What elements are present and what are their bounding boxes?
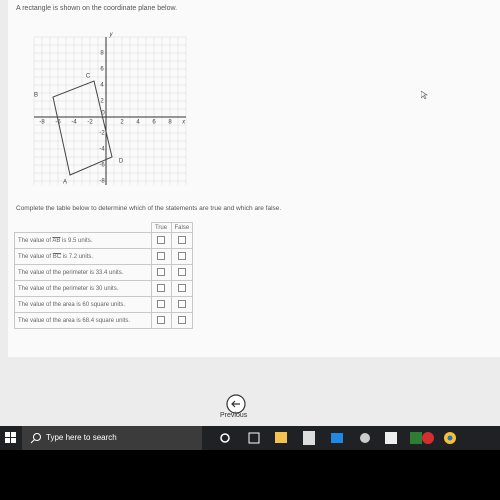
- x-tick-label: 8: [168, 120, 172, 126]
- screen: A rectangle is shown on the coordinate p…: [0, 0, 500, 450]
- y-tick-label: 4: [100, 83, 104, 89]
- checkbox-cell: [150, 296, 172, 313]
- checkbox[interactable]: [177, 267, 186, 276]
- statement-text: is 7.2 units.: [61, 253, 94, 260]
- checkbox[interactable]: [177, 251, 186, 260]
- vertex-label: A: [63, 180, 67, 186]
- mouse-cursor: [421, 91, 428, 99]
- statement-text: The value of the area is 60 square units…: [18, 301, 126, 308]
- checkbox-cell: [170, 232, 194, 249]
- statement: The value of the perimeter is 33.4 units…: [14, 264, 152, 281]
- checkbox[interactable]: [157, 235, 165, 244]
- statement: The value of the area is 68.4 square uni…: [14, 312, 152, 329]
- statement-row: The value of the perimeter is 30 units.: [14, 280, 194, 297]
- blank-header: [15, 223, 152, 233]
- x-tick-label: -8: [39, 120, 45, 126]
- checkbox[interactable]: [157, 299, 165, 308]
- y-tick-label: -2: [99, 131, 105, 137]
- rectangle: [52, 80, 113, 176]
- segment-name: AB: [52, 237, 61, 244]
- column-header: True: [150, 222, 172, 233]
- checkbox[interactable]: [177, 235, 186, 244]
- statement-text: The value of the perimeter is 30 units.: [18, 285, 119, 292]
- checkbox-cell: [150, 248, 172, 265]
- x-tick-label: -4: [71, 120, 77, 126]
- checkbox-cell: [170, 280, 194, 297]
- checkbox[interactable]: [177, 283, 186, 292]
- statement-row: The value of the perimeter is 33.4 units…: [14, 264, 194, 281]
- statement: The value of AB is 9.5 units.: [14, 232, 152, 249]
- statement-text: The value of: [18, 237, 53, 244]
- checkbox-cell: [170, 296, 194, 313]
- statement-text: The value of: [18, 253, 53, 260]
- checkbox[interactable]: [157, 251, 165, 260]
- checkbox-cell: [150, 280, 172, 297]
- coordinate-plane: 8 6 4 2 -2 -4 -6 -8 -8 -6 -4 -2 2 4 6 8 0 y x A B C D: [33, 32, 187, 186]
- x-tick-label: -2: [87, 120, 93, 126]
- x-tick-label: 6: [152, 120, 156, 126]
- y-tick-label: -8: [99, 179, 105, 185]
- taskbar-icons: [220, 431, 456, 445]
- x-tick-label: -6: [55, 120, 61, 126]
- checkbox[interactable]: [157, 267, 165, 276]
- statement: The value of the area is 60 square units…: [14, 296, 152, 313]
- segment-name: BC: [52, 253, 62, 260]
- taskbar: Type here to search: [0, 426, 500, 450]
- checkbox-cell: [170, 264, 194, 281]
- x-tick-label: 4: [136, 120, 140, 126]
- statement-row: The value of the area is 60 square units…: [14, 296, 194, 313]
- statement-text: The value of the area is 68.4 square uni…: [18, 317, 131, 324]
- origin-label: 0: [101, 111, 105, 117]
- y-tick-label: 8: [100, 51, 104, 57]
- checkbox-cell: [150, 232, 172, 249]
- statement: The value of BC is 7.2 units.: [14, 248, 152, 265]
- prompt: A rectangle is shown on the coordinate p…: [16, 5, 178, 12]
- statement-text: is 9.5 units.: [60, 237, 93, 244]
- instructions: Complete the table below to determine wh…: [16, 205, 282, 212]
- vertex-label: B: [34, 93, 38, 99]
- y-tick-label: -6: [99, 163, 105, 169]
- y-tick-label: 2: [100, 99, 104, 105]
- vertex-label: C: [86, 74, 91, 80]
- checkbox[interactable]: [157, 315, 165, 324]
- vertex-label: D: [119, 159, 124, 165]
- checkbox[interactable]: [177, 315, 186, 324]
- statement-text: The value of the perimeter is 33.4 units…: [18, 269, 124, 276]
- start-button[interactable]: [5, 432, 17, 444]
- checkbox-cell: [170, 248, 194, 265]
- y-tick-label: 6: [100, 67, 104, 73]
- checkbox[interactable]: [177, 299, 186, 308]
- search-icon: [30, 433, 41, 444]
- statement-table: True False The value of AB is 9.5 units.…: [14, 222, 194, 329]
- statement-row: The value of BC is 7.2 units.: [14, 248, 194, 265]
- x-axis-name: x: [181, 120, 186, 126]
- y-tick-label: -4: [99, 147, 105, 153]
- checkbox-cell: [150, 312, 172, 329]
- search-placeholder: Type here to search: [46, 433, 117, 442]
- y-axis-name: y: [109, 32, 114, 38]
- previous-label[interactable]: Previous: [220, 412, 248, 419]
- statement-row: The value of AB is 9.5 units.: [14, 232, 194, 249]
- checkbox[interactable]: [157, 283, 165, 292]
- statement-row: The value of the area is 68.4 square uni…: [14, 312, 194, 329]
- x-tick-label: 2: [120, 120, 124, 126]
- checkbox-cell: [150, 264, 172, 281]
- search-box[interactable]: Type here to search: [22, 426, 202, 450]
- header-row: True False: [15, 222, 194, 233]
- statement: The value of the perimeter is 30 units.: [14, 280, 152, 297]
- previous-button[interactable]: [221, 389, 251, 419]
- column-header: False: [170, 222, 194, 233]
- checkbox-cell: [170, 312, 194, 329]
